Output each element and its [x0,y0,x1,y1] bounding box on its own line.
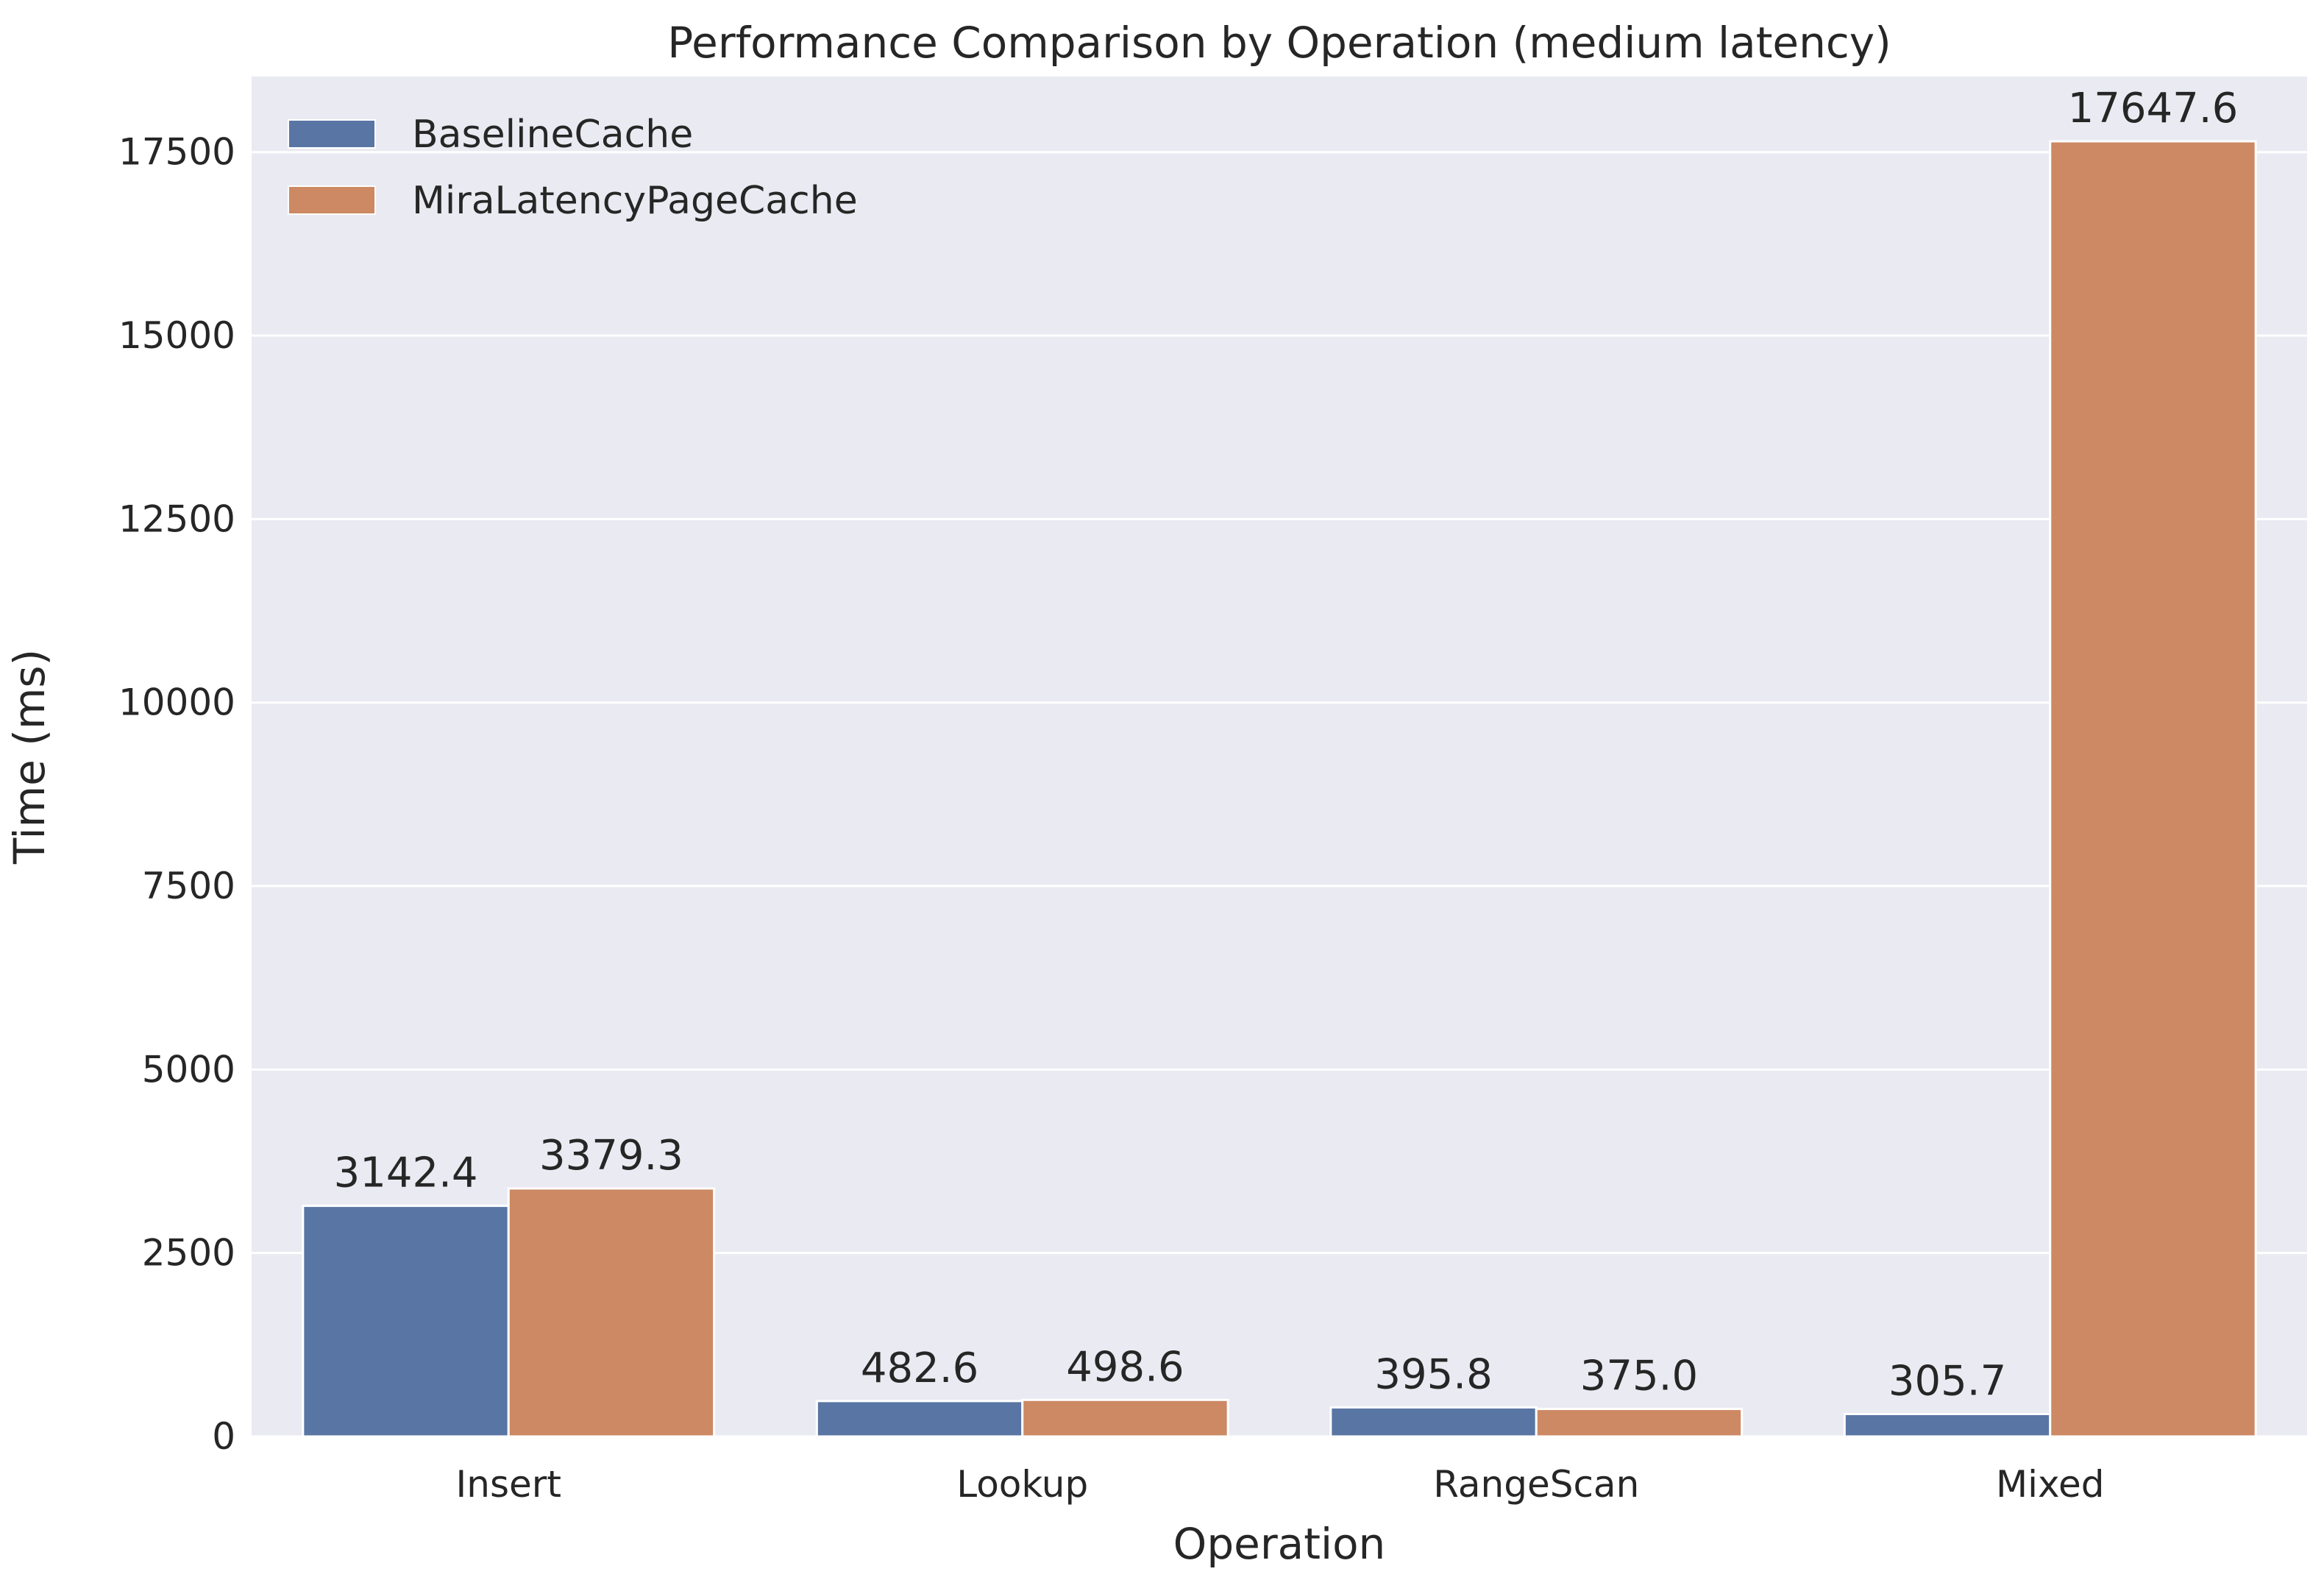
x-axis-label: Operation [1173,1519,1386,1569]
legend-label-miralatencypagecache: MiraLatencyPageCache [412,179,858,223]
chart-title: Performance Comparison by Operation (med… [667,18,1891,68]
data-labels: 3142.4 3379.3 482.6 498.6 395.8 375.0 305.7 176… [334,85,2239,1406]
y-tick-label: 0 [212,1415,235,1458]
x-tick-labels: Insert Lookup RangeScan Mixed [456,1463,2105,1506]
bar-baselinecache-insert [302,1205,510,1438]
bar-miralatencypagecache-lookup [1021,1398,1229,1438]
y-tick-label: 2500 [142,1232,235,1275]
y-tick-label: 17500 [118,131,235,174]
y-axis-label: Time (ms) [4,649,54,865]
data-label-miralatencypagecache-lookup: 498.6 [1066,1343,1184,1391]
y-tick-label: 10000 [118,681,235,724]
bar-miralatencypagecache-insert [507,1187,716,1438]
y-tick-labels: 0 2500 5000 7500 10000 12500 15000 17500 [118,131,235,1458]
x-tick-label-insert: Insert [456,1463,561,1506]
data-label-miralatencypagecache-insert: 3379.3 [539,1132,683,1180]
y-tick-label: 15000 [118,314,235,357]
data-label-baselinecache-rangescan: 395.8 [1374,1351,1492,1399]
bar-miralatencypagecache-rangescan [1535,1408,1744,1438]
x-tick-label-rangescan: RangeScan [1433,1463,1639,1506]
x-tick-label-mixed: Mixed [1996,1463,2105,1506]
bar-baselinecache-rangescan [1329,1406,1538,1438]
data-label-miralatencypagecache-mixed: 17647.6 [2068,85,2239,132]
bar-miralatencypagecache-mixed [2049,140,2257,1438]
bar-baselinecache-mixed [1843,1413,2052,1438]
x-tick-label-lookup: Lookup [956,1463,1088,1506]
bar-baselinecache-lookup [815,1400,1024,1438]
legend-swatch-miralatencypagecache [288,185,376,215]
legend: BaselineCache MiraLatencyPageCache [288,113,858,223]
data-label-miralatencypagecache-rangescan: 375.0 [1580,1353,1698,1400]
y-tick-label: 7500 [142,865,235,907]
y-tick-label: 12500 [118,497,235,540]
y-tick-label: 5000 [142,1048,235,1091]
legend-label-baselinecache: BaselineCache [412,113,693,157]
legend-swatch-baselinecache [288,119,376,149]
bars [302,140,2257,1438]
data-label-baselinecache-insert: 3142.4 [334,1149,478,1197]
data-label-baselinecache-lookup: 482.6 [861,1344,978,1392]
data-label-baselinecache-mixed: 305.7 [1888,1358,2006,1406]
